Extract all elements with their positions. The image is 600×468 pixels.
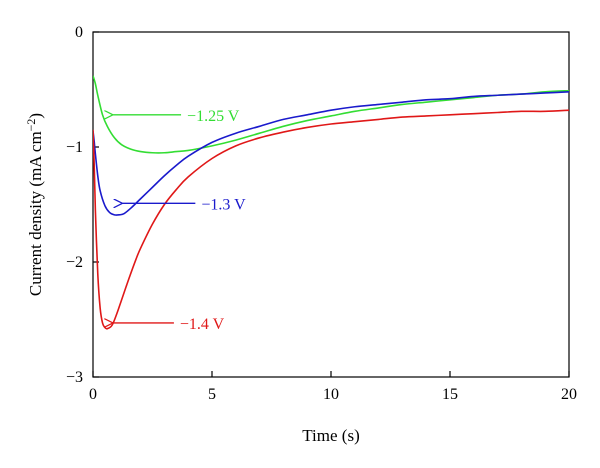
y-axis-label-close: ) xyxy=(26,113,45,119)
y-axis-label-main: Current density (mA cm xyxy=(26,131,45,296)
x-axis-label: Time (s) xyxy=(302,426,359,445)
y-tick-label: −1 xyxy=(66,139,83,156)
annotation-label-1: −1.25 V xyxy=(187,108,240,125)
series-line-3 xyxy=(93,109,569,330)
x-tick-label: 10 xyxy=(323,386,339,403)
y-axis-label-sup: −2 xyxy=(24,119,38,132)
annotation-label-2: −1.3 V xyxy=(201,196,246,213)
x-tick-label: 20 xyxy=(561,386,577,403)
x-tick-label: 15 xyxy=(442,386,458,403)
y-tick-label: −3 xyxy=(66,369,83,386)
y-tick-label: −2 xyxy=(66,254,83,271)
series-line-1 xyxy=(93,75,569,154)
x-tick-label: 5 xyxy=(208,386,216,403)
y-tick-label: 0 xyxy=(75,24,83,41)
series-line-2 xyxy=(93,91,569,216)
annotation-label-3: −1.4 V xyxy=(180,316,225,333)
y-axis-label: Current density (mA cm−2) xyxy=(24,113,45,296)
x-tick-label: 0 xyxy=(89,386,97,403)
